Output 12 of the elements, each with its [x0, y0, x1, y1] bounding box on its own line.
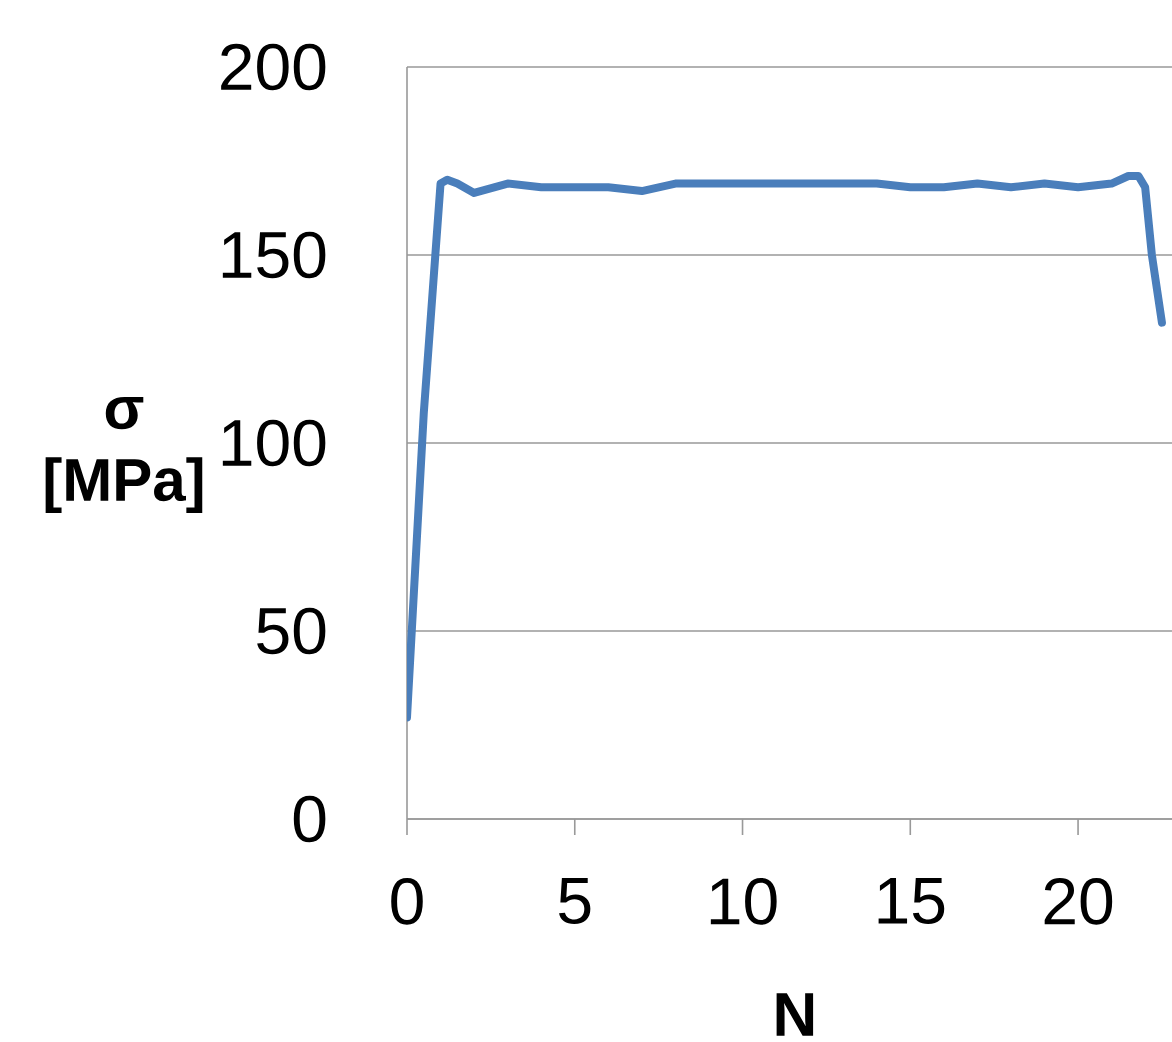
x-tick-label: 0 — [391, 878, 423, 925]
x-tick-label: 15 — [878, 878, 945, 925]
y-tick-label: 200 — [221, 43, 326, 91]
x-tick-label: 20 — [1044, 878, 1113, 925]
y-tick-label: 0 — [293, 795, 326, 843]
y-tick-label: 150 — [222, 231, 326, 279]
x-axis-title: N — [776, 993, 814, 1036]
y-tick-label: 50 — [257, 607, 326, 655]
y-tick-label: 100 — [222, 419, 326, 467]
y-axis-title: σ [MPa] — [45, 396, 203, 514]
x-tick-label: 5 — [559, 878, 591, 925]
x-tick-label: 10 — [710, 878, 777, 925]
